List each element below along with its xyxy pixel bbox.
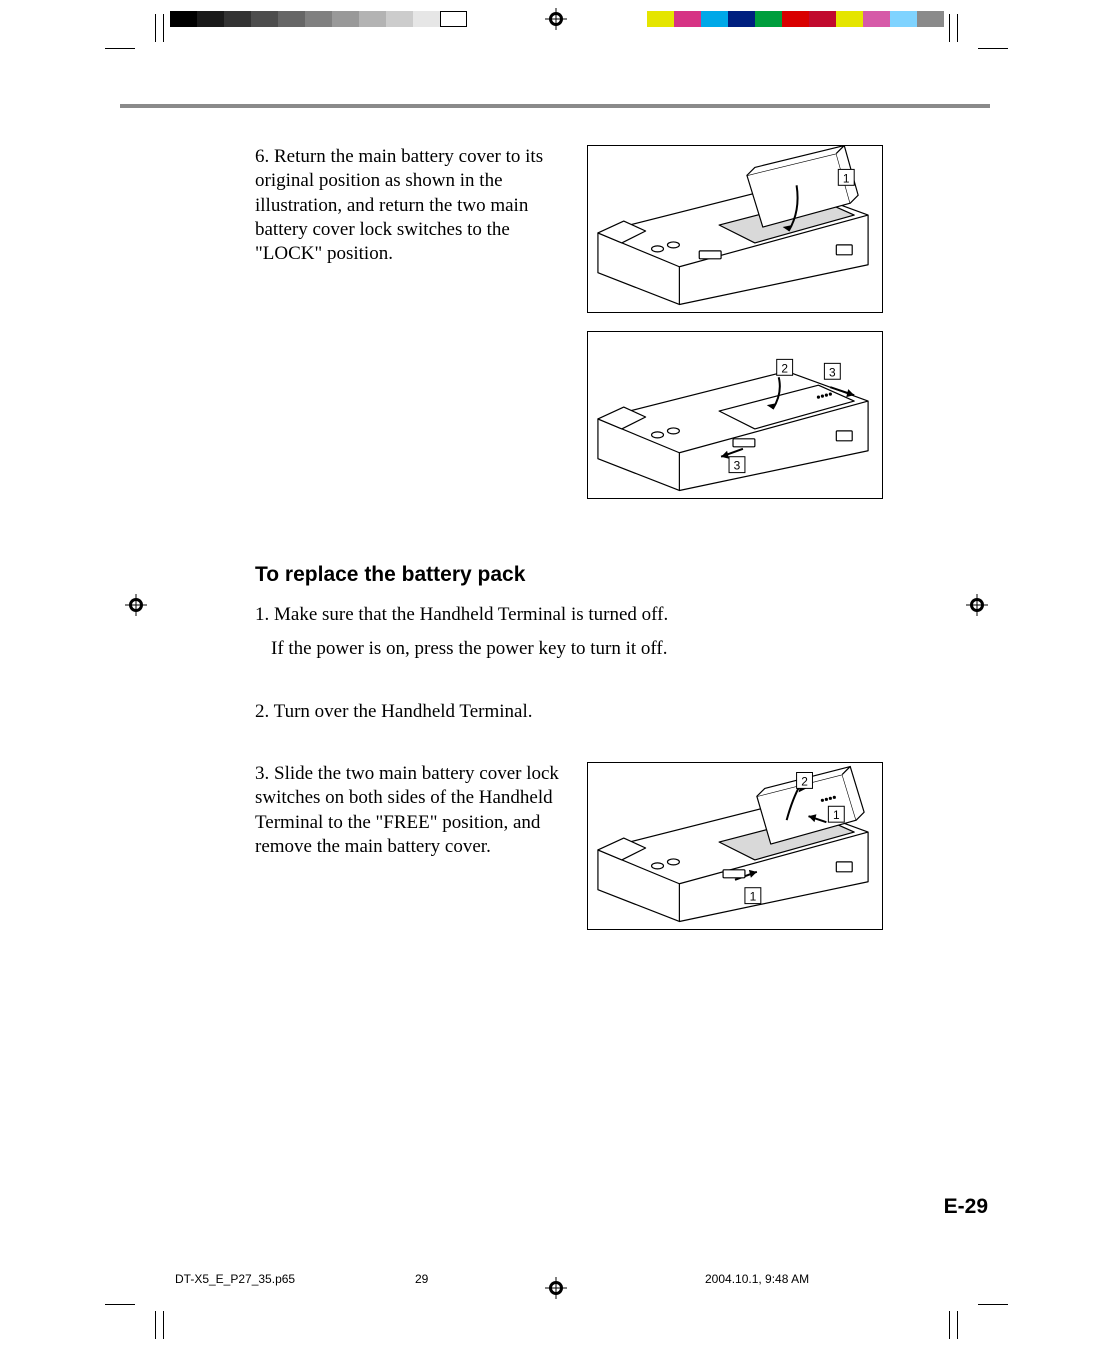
step-body: Make sure that the Handheld Terminal is … xyxy=(274,604,668,625)
illustration-1: 1 xyxy=(587,145,883,313)
page-number: E-29 xyxy=(944,1195,988,1219)
footer-file: DT-X5_E_P27_35.p65 xyxy=(175,1272,415,1286)
registration-mark xyxy=(545,8,567,30)
footer-page: 29 xyxy=(415,1272,535,1286)
step-number: 2. xyxy=(255,701,269,722)
crop-mark xyxy=(105,48,135,49)
step-sub: If the power is on, press the power key … xyxy=(271,637,895,661)
crop-mark xyxy=(978,1304,1008,1305)
step-body: Turn over the Handheld Terminal. xyxy=(274,701,533,722)
footer-datetime: 2004.10.1, 9:48 AM xyxy=(535,1272,945,1286)
crop-mark xyxy=(957,1311,958,1339)
crop-mark xyxy=(163,1311,164,1339)
registration-mark xyxy=(125,594,147,616)
illustration-2: 2 3 3 xyxy=(587,331,883,499)
step-2: 2. Turn over the Handheld Terminal. xyxy=(255,700,895,724)
page-content: 6. Return the main battery cover to its … xyxy=(255,145,895,930)
footer: DT-X5_E_P27_35.p65 29 2004.10.1, 9:48 AM xyxy=(175,1272,945,1286)
callout-label: 1 xyxy=(750,890,757,904)
callout-label: 2 xyxy=(781,361,788,375)
callout-label: 3 xyxy=(734,459,741,473)
step-6: 6. Return the main battery cover to its … xyxy=(255,145,895,499)
callout-label: 1 xyxy=(843,171,850,185)
callout-label: 3 xyxy=(829,365,836,379)
section-title: To replace the battery pack xyxy=(255,563,895,587)
step-body: Return the main battery cover to its ori… xyxy=(255,146,543,264)
step-body: Slide the two main battery cover lock sw… xyxy=(255,763,559,857)
crop-mark xyxy=(978,48,1008,49)
crop-mark xyxy=(949,1311,950,1339)
callout-label: 1 xyxy=(833,808,840,822)
step-3: 3. Slide the two main battery cover lock… xyxy=(255,762,895,930)
step-number: 1. xyxy=(255,604,269,625)
step-6-text: 6. Return the main battery cover to its … xyxy=(255,145,565,267)
callout-label: 2 xyxy=(801,774,808,788)
crop-mark xyxy=(155,1311,156,1339)
step-number: 6. xyxy=(255,146,269,167)
crop-mark xyxy=(105,1304,135,1305)
step-number: 3. xyxy=(255,763,269,784)
header-rule xyxy=(120,104,990,108)
illustration-3: 2 1 1 xyxy=(587,762,883,930)
registration-mark xyxy=(966,594,988,616)
step-1: 1. Make sure that the Handheld Terminal … xyxy=(255,603,895,662)
